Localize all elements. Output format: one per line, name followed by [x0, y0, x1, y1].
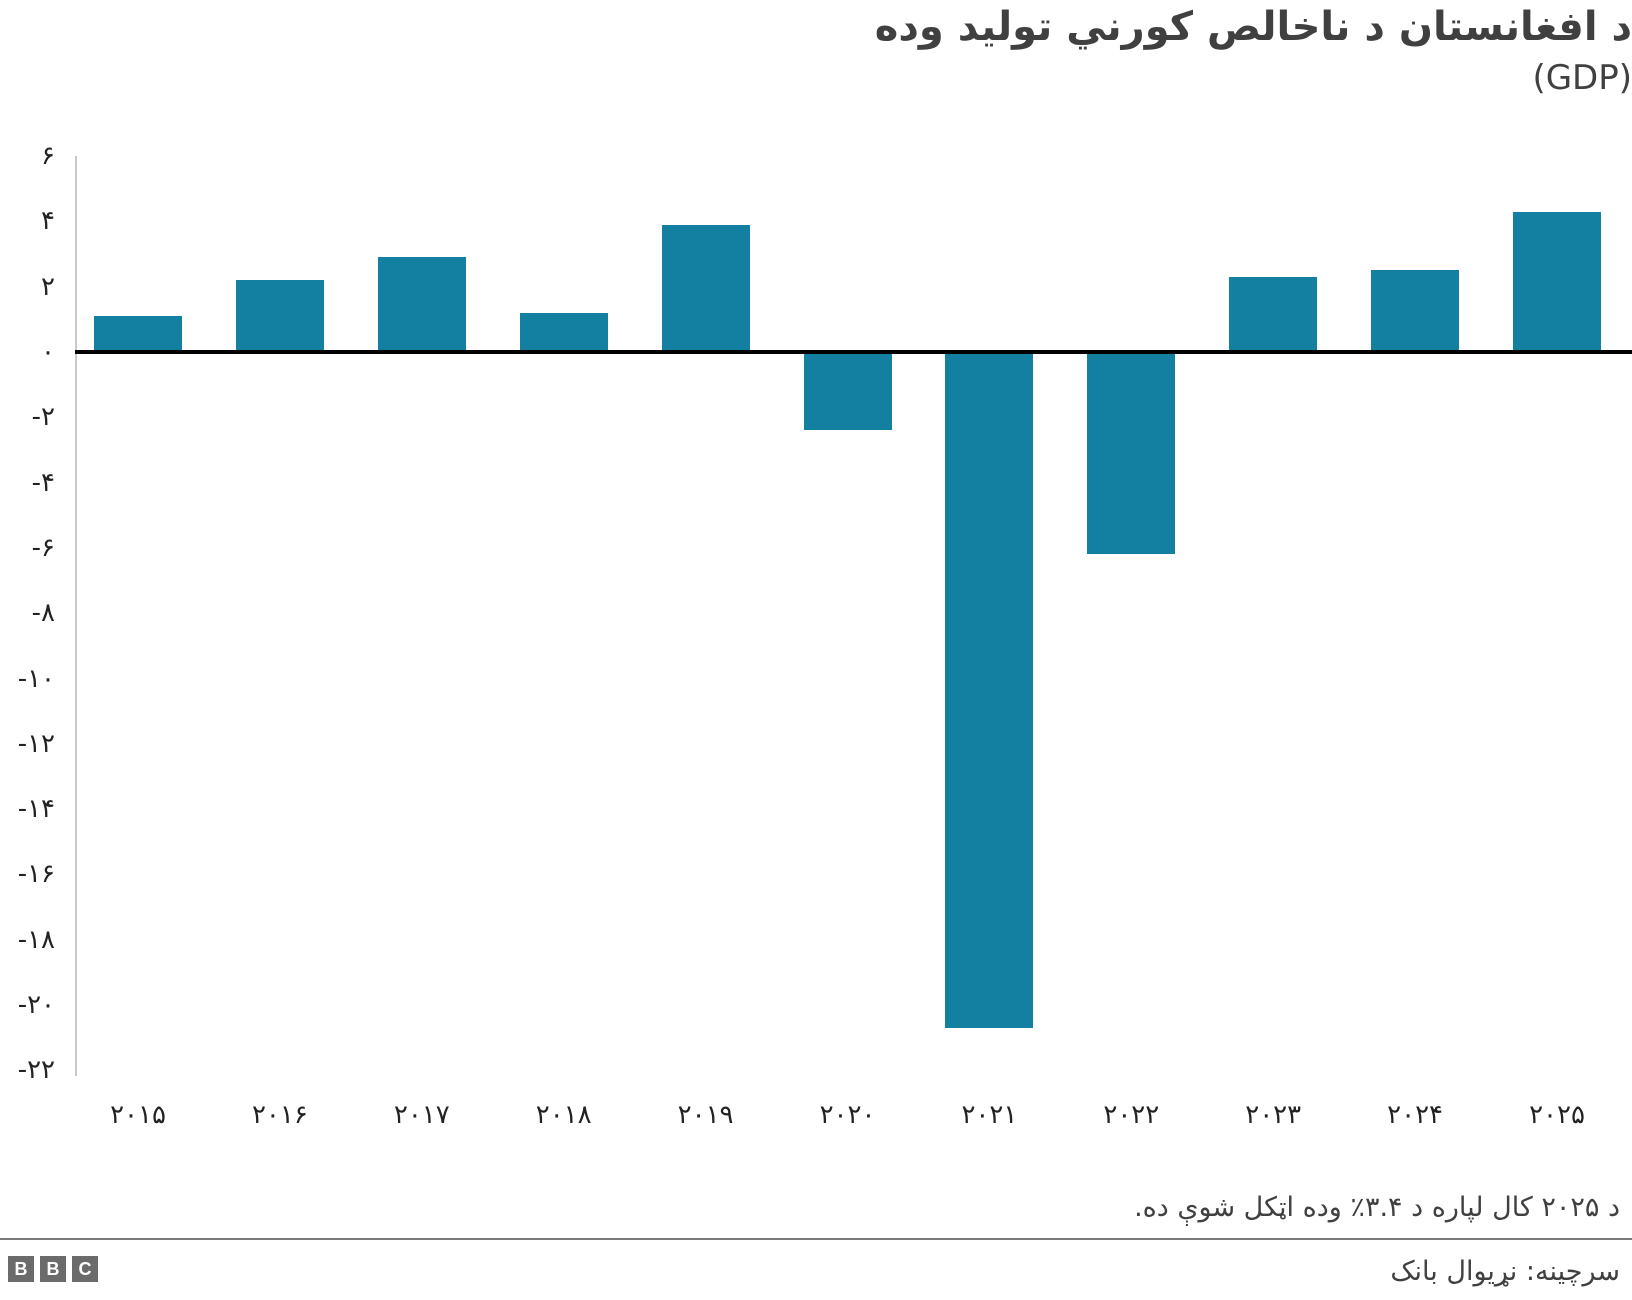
y-tick-label: -۲ [31, 402, 55, 433]
chart-subtitle: (GDP) [1532, 58, 1632, 98]
bar-2015 [94, 316, 182, 352]
y-axis-line [75, 156, 77, 1076]
bar-2021 [945, 352, 1034, 1028]
x-tick-label: ۲۰۱۸ [535, 1100, 592, 1130]
y-tick-label: ۴ [41, 206, 55, 237]
bar-2016 [235, 280, 324, 352]
footnote: د ۲۰۲۵ کال لپاره د ۳.۴٪ وده اټکل شوې ده. [1134, 1192, 1620, 1223]
y-tick-label: -۲۰ [17, 990, 55, 1020]
bbc-logo-letter: C [72, 1256, 98, 1282]
bar-2022 [1087, 352, 1176, 555]
x-tick-label: ۲۰۲۳ [1245, 1100, 1302, 1130]
x-tick-label: ۲۰۲۴ [1387, 1100, 1444, 1130]
chart-title: د افغانستان د ناخالص کورني تولید وده [874, 4, 1632, 50]
bbc-logo-letter: B [8, 1256, 34, 1282]
bar-2018 [519, 312, 608, 352]
bar-2023 [1229, 276, 1318, 352]
bar-chart-plot: ۶ ۴ ۲ ۰ -۲ -۴ -۶ -۸ -۱۰ -۱۲ -۱۴ -۱۶ -۱۸ -۲۰ -۲۲ ۲۰۱۵ ۲۰۱… [17, 141, 1632, 1130]
x-tick-label: ۲۰۲۵ [1529, 1100, 1585, 1130]
bar-2025 [1513, 211, 1601, 352]
x-tick-label: ۲۰۲۱ [961, 1100, 1018, 1130]
y-tick-label: -۸ [31, 598, 55, 629]
y-tick-label: -۲۲ [17, 1055, 55, 1086]
bar-2024 [1371, 270, 1460, 352]
zero-baseline [75, 350, 1632, 354]
y-tick-label: ۶ [41, 141, 55, 172]
y-tick-label: -۱۸ [17, 924, 55, 955]
y-tick-label: ۰ [41, 337, 55, 367]
x-tick-label: ۲۰۲۰ [819, 1100, 876, 1130]
bar-2019 [661, 224, 750, 352]
footer-divider [0, 1238, 1632, 1240]
y-tick-label: -۱۰ [17, 663, 55, 694]
y-tick-label: -۶ [31, 532, 55, 563]
x-tick-label: ۲۰۱۶ [251, 1100, 308, 1130]
y-tick-label: -۴ [31, 467, 55, 498]
y-tick-label: -۱۲ [17, 728, 55, 759]
x-tick-label: ۲۰۱۷ [393, 1100, 450, 1130]
bbc-logo: B B C [8, 1256, 98, 1282]
x-tick-label: ۲۰۱۵ [110, 1100, 166, 1130]
source-text: سرچینه: نړیوال بانک [1390, 1256, 1620, 1287]
y-tick-label: -۱۴ [17, 794, 55, 825]
x-tick-label: ۲۰۱۹ [677, 1100, 734, 1130]
bar-2017 [377, 257, 466, 352]
bbc-logo-letter: B [40, 1256, 66, 1282]
bar-2020 [803, 352, 892, 431]
y-tick-label: -۱۶ [17, 859, 55, 890]
x-tick-label: ۲۰۲۲ [1103, 1100, 1160, 1130]
y-tick-label: ۲ [41, 271, 55, 302]
